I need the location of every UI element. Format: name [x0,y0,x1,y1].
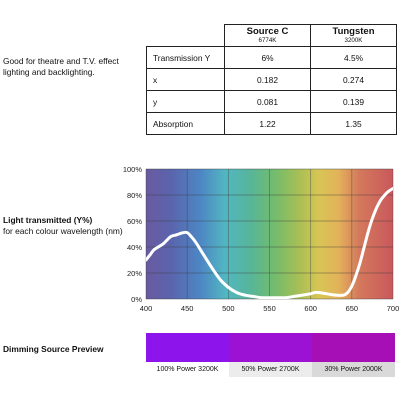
specs-col-name: Tungsten [332,26,375,37]
chart-tick-labels: 0% 20% 40% 60% 80% 100% 400 450 500 550 600 650 700 [123,165,399,313]
y-tick-label: 40% [127,243,142,252]
x-tick-label: 600 [304,304,317,313]
filter-description: Good for theatre and T.V. effect lightin… [3,56,119,77]
chart-caption-subtitle: for each colour wavelength (nm) [3,225,123,236]
y-tick-label: 100% [123,165,143,174]
chart-series [146,187,393,299]
dimming-swatch-50 [229,333,312,362]
chart-caption: Light transmitted (Y%) for each colour w… [3,215,123,236]
specs-col-name: Source C [246,26,289,37]
y-tick-label: 60% [127,217,142,226]
specs-cell: 1.35 [310,112,397,135]
specs-col-temp: 6774K [258,37,277,44]
specs-col-temp: 3200K [344,37,363,44]
dimming-labels: 100% Power 3200K 50% Power 2700K 30% Pow… [146,362,395,377]
x-tick-label: 700 [387,304,400,313]
dimming-swatch-30 [312,333,395,362]
chart-caption-title: Light transmitted (Y%) [3,215,93,225]
x-tick-label: 650 [346,304,359,313]
y-tick-label: 0% [131,295,142,304]
x-tick-label: 550 [263,304,276,313]
transmission-line [146,187,393,299]
x-tick-label: 450 [181,304,194,313]
specs-cell: 1.22 [224,112,311,135]
dimming-swatch-100 [146,333,229,362]
y-tick-label: 20% [127,269,142,278]
x-tick-label: 400 [140,304,153,313]
dimming-label-50: 50% Power 2700K [229,362,312,377]
x-tick-label: 500 [222,304,235,313]
y-tick-label: 80% [127,191,142,200]
dimming-label-100: 100% Power 3200K [146,362,229,377]
specs-table: Source C 6774K Tungsten 3200K Transmissi… [146,24,397,135]
specs-header-row: Source C 6774K Tungsten 3200K [146,24,397,47]
dimming-title: Dimming Source Preview [3,344,104,354]
dimming-swatches [146,333,395,362]
specs-row-absorption: Absorption 1.22 1.35 [146,112,397,135]
chart-grid [145,168,394,300]
dimming-label-30: 30% Power 2000K [312,362,395,377]
